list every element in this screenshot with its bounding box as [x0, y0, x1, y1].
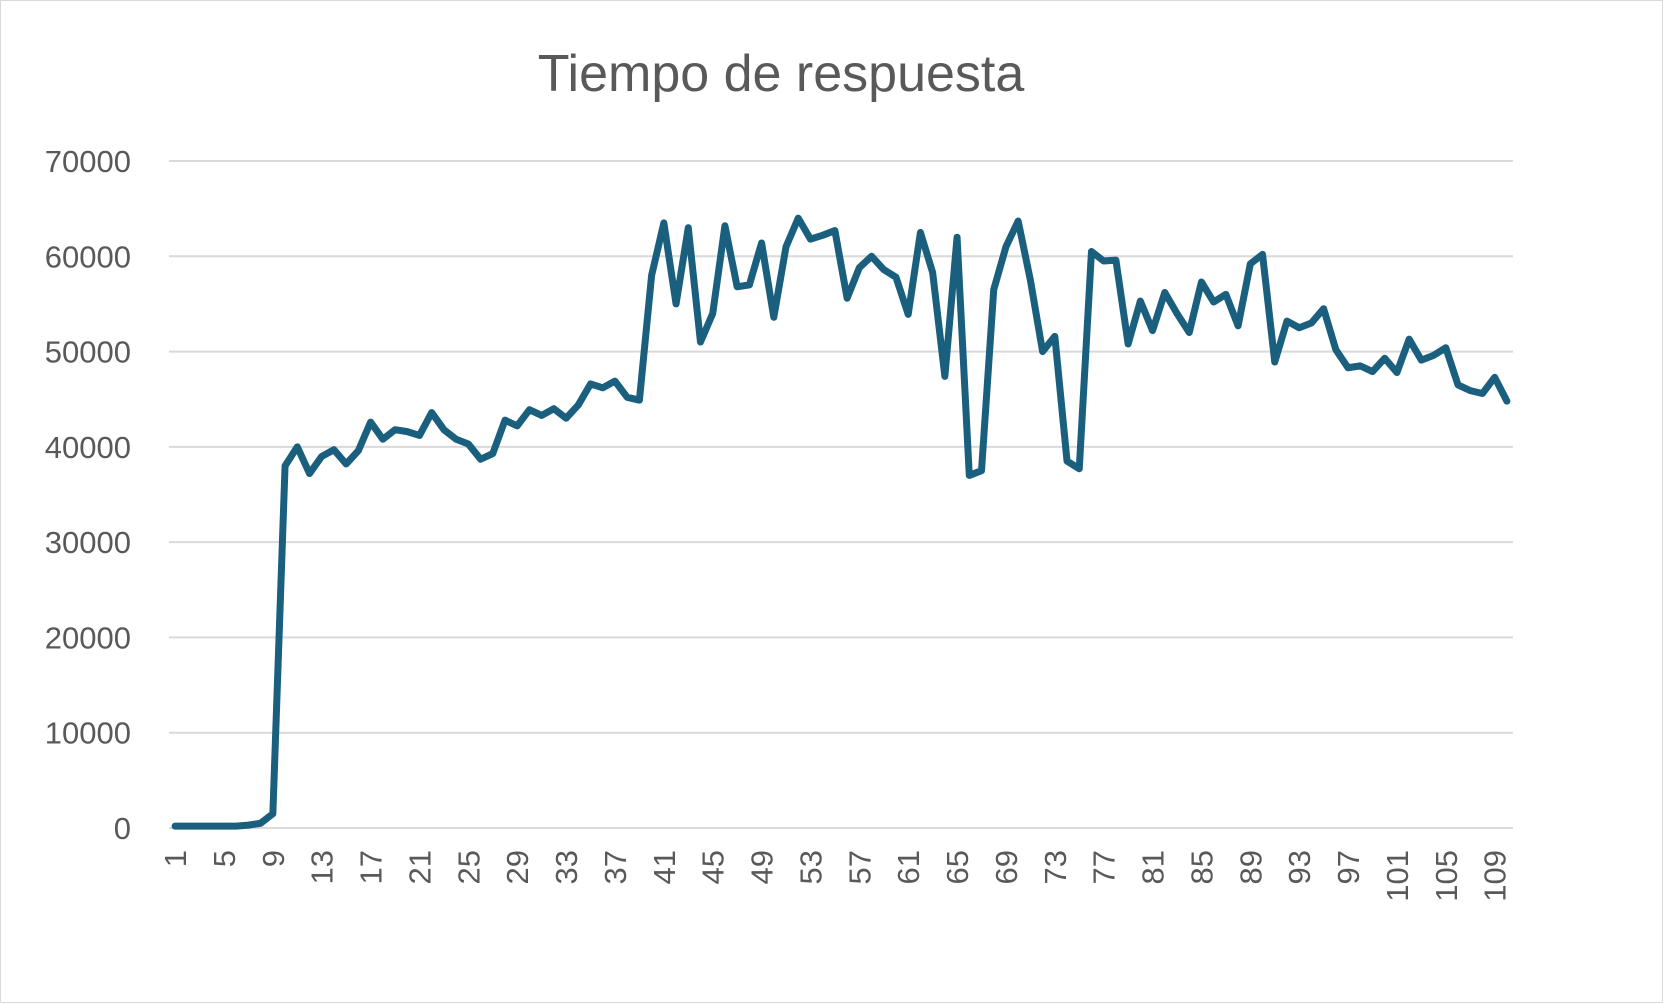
x-tick-label: 29: [500, 850, 535, 884]
x-tick-label: 49: [745, 850, 780, 884]
y-tick-label: 50000: [45, 335, 131, 370]
x-tick-label: 41: [647, 850, 682, 884]
y-tick-label: 30000: [45, 525, 131, 560]
x-tick-label: 85: [1184, 850, 1219, 884]
x-tick-label: 9: [256, 850, 291, 867]
y-tick-label: 60000: [45, 239, 131, 274]
x-tick-label: 69: [989, 850, 1024, 884]
x-tick-label: 105: [1429, 850, 1464, 902]
x-tick-label: 101: [1380, 850, 1415, 902]
x-tick-label: 65: [940, 850, 975, 884]
x-tick-label: 57: [842, 850, 877, 884]
x-tick-label: 1: [158, 850, 193, 867]
y-tick-label: 70000: [45, 144, 131, 179]
y-axis-ticks: 0 10000 20000 30000 40000 50000 60000 70000: [45, 144, 131, 846]
x-tick-label: 73: [1038, 850, 1073, 884]
y-tick-label: 0: [114, 811, 131, 846]
x-tick-label: 25: [451, 850, 486, 884]
x-tick-label: 97: [1331, 850, 1366, 884]
y-tick-label: 40000: [45, 430, 131, 465]
x-tick-label: 5: [207, 850, 242, 867]
x-axis-ticks: 1 5 9 13 17 21 25 29 33 37 41 45 49 53 57 61 65 69 73 77 81 8…: [158, 850, 1513, 902]
x-tick-label: 45: [696, 850, 731, 884]
x-tick-label: 81: [1136, 850, 1171, 884]
x-tick-label: 53: [793, 850, 828, 884]
x-tick-label: 93: [1282, 850, 1317, 884]
x-tick-label: 77: [1087, 850, 1122, 884]
x-tick-label: 37: [598, 850, 633, 884]
x-tick-label: 21: [402, 850, 437, 884]
y-tick-label: 20000: [45, 620, 131, 655]
chart-title: Tiempo de respuesta: [538, 45, 1025, 103]
x-tick-label: 17: [354, 850, 389, 884]
series-line: [171, 214, 1511, 830]
x-tick-label: 89: [1233, 850, 1268, 884]
y-tick-label: 10000: [45, 716, 131, 751]
x-tick-label: 61: [891, 850, 926, 884]
x-tick-label: 109: [1478, 850, 1513, 902]
x-tick-label: 33: [549, 850, 584, 884]
x-tick-label: 13: [305, 850, 340, 884]
